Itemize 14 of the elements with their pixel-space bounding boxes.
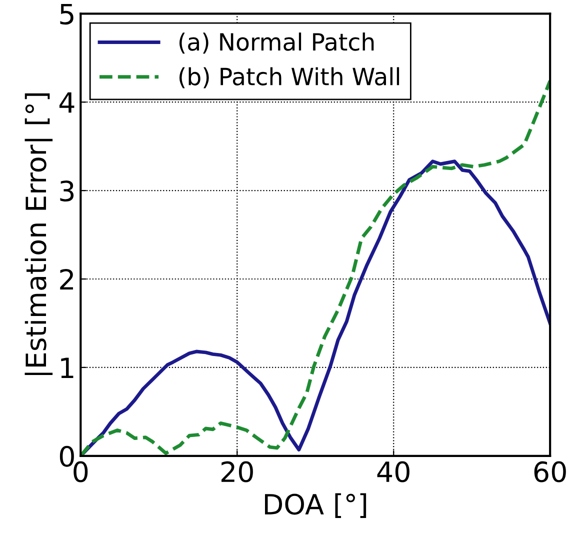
x-tick-label: 0 xyxy=(74,461,88,482)
x-tick-label: 60 xyxy=(534,461,566,482)
y-axis-title: |Estimation Error| [°] xyxy=(24,93,53,376)
y-tick-label: 1 xyxy=(61,358,74,378)
y-tick-label: 3 xyxy=(60,180,74,202)
y-tick-label: 4 xyxy=(59,92,74,113)
y-tick-label: 2 xyxy=(60,268,73,290)
y-tick-label: 5 xyxy=(60,4,74,25)
x-axis-title: DOA [°] xyxy=(265,493,366,518)
x-tick-label: 20 xyxy=(221,461,253,482)
y-tick-label: 0 xyxy=(60,446,74,467)
legend-label: (a) Normal Patch xyxy=(179,32,374,54)
x-tick-label: 40 xyxy=(377,461,410,482)
legend-label: (b) Patch With Wall xyxy=(179,67,400,88)
